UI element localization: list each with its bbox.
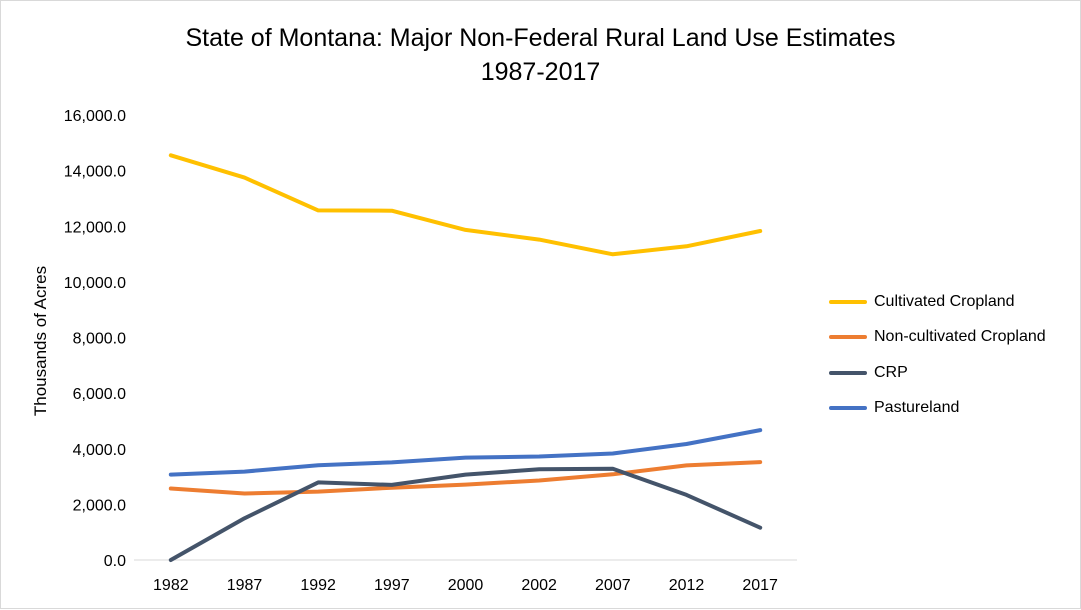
x-tick-label: 2007: [595, 577, 631, 594]
series-line-non-cultivated-cropland: [168, 460, 763, 496]
series-line-crp: [168, 466, 763, 562]
x-tick-label: 1982: [153, 577, 189, 594]
legend-label: Cultivated Cropland: [874, 292, 1015, 310]
legend-item: Pastureland: [829, 391, 1079, 427]
series-line-cultivated-cropland: [168, 153, 763, 257]
legend-swatch: [829, 370, 867, 375]
series-line-pastureland: [168, 428, 763, 477]
y-tick-label: 12,000.0: [64, 219, 126, 236]
legend: Cultivated Cropland Non-cultivated Cropla…: [829, 284, 1079, 426]
x-tick-label: 1997: [374, 577, 410, 594]
chart-title-line2: 1987-2017: [480, 58, 601, 86]
legend-swatch: [829, 299, 867, 304]
x-tick-label: 1987: [227, 577, 263, 594]
legend-item: Non-cultivated Cropland: [829, 320, 1079, 356]
y-tick-label: 14,000.0: [64, 164, 126, 181]
y-tick-label: 2,000.0: [73, 497, 126, 514]
series-lines: [168, 153, 763, 562]
legend-label: Non-cultivated Cropland: [874, 328, 1046, 346]
x-axis-ticks: 1982 1987 1992 1997 2000 2002 2007 2012 2017: [153, 577, 778, 594]
x-tick-label: 2012: [669, 577, 705, 594]
chart-title-line1: State of Montana: Major Non-Federal Rura…: [185, 24, 896, 52]
chart-title: State of Montana: Major Non-Federal Rura…: [1, 21, 1080, 89]
legend-label: Pastureland: [874, 399, 960, 417]
y-tick-label: 0.0: [104, 553, 126, 570]
y-tick-label: 4,000.0: [73, 442, 126, 459]
x-tick-label: 2000: [448, 577, 484, 594]
legend-label: CRP: [874, 363, 908, 381]
y-tick-label: 8,000.0: [73, 331, 126, 348]
y-tick-label: 6,000.0: [73, 386, 126, 403]
y-tick-label: 16,000.0: [64, 108, 126, 125]
y-axis-ticks: 0.0 2,000.0 4,000.0 6,000.0 8,000.0 10,000.0 1…: [64, 108, 126, 570]
x-tick-label: 2002: [521, 577, 557, 594]
legend-swatch: [829, 406, 867, 411]
legend-swatch: [829, 335, 867, 340]
x-tick-label: 2017: [742, 577, 778, 594]
legend-item: Cultivated Cropland: [829, 284, 1079, 320]
legend-item: CRP: [829, 355, 1079, 391]
y-tick-label: 10,000.0: [64, 275, 126, 292]
x-tick-label: 1992: [300, 577, 336, 594]
